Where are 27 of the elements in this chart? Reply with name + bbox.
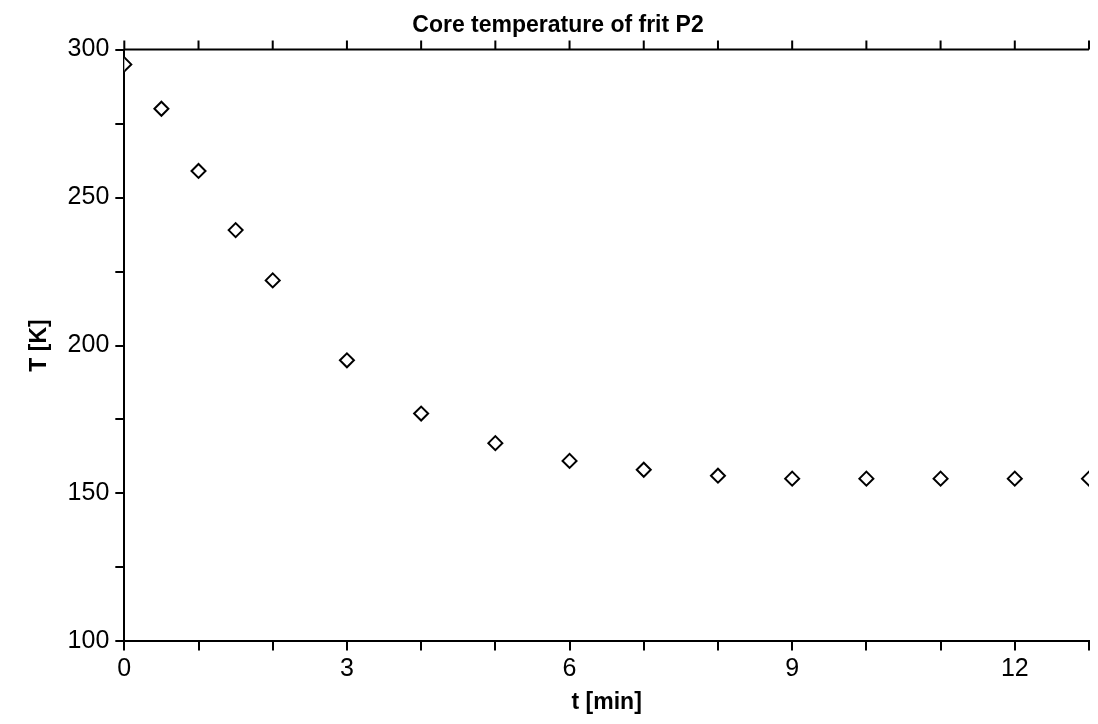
y-tick-label: 100 (67, 625, 110, 654)
point (190, 162, 207, 179)
y-tick-label: 150 (67, 477, 110, 506)
point (487, 435, 504, 452)
point (561, 452, 578, 469)
x-axis-title: t [min] (571, 687, 642, 714)
point (635, 461, 652, 478)
x-tick-label: 6 (562, 653, 577, 682)
point (227, 222, 244, 239)
point (264, 272, 281, 289)
x-tick-label: 9 (785, 653, 800, 682)
y-tick-label: 300 (67, 33, 110, 62)
point (338, 352, 355, 369)
chart-title: Core temperature of frit P2 (412, 11, 704, 38)
point (784, 470, 801, 487)
point (709, 467, 726, 484)
point (413, 405, 430, 422)
point (932, 470, 949, 487)
x-tick-label: 12 (1000, 653, 1029, 682)
point (153, 100, 170, 117)
y-axis-title: T [K] (25, 319, 52, 372)
point (1006, 470, 1023, 487)
y-tick-label: 200 (67, 329, 110, 358)
x-tick-label: 3 (339, 653, 354, 682)
x-tick-label: 0 (117, 653, 132, 682)
y-tick-label: 250 (67, 181, 110, 210)
point (858, 470, 875, 487)
